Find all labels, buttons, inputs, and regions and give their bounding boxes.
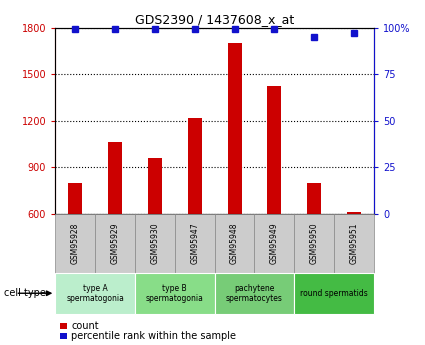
Bar — [135, 273, 215, 314]
Bar — [294, 214, 334, 273]
Bar — [227, 43, 241, 214]
Bar — [175, 214, 215, 273]
Text: GSM95947: GSM95947 — [190, 223, 199, 264]
Bar — [68, 183, 82, 214]
Text: GSM95951: GSM95951 — [350, 223, 359, 264]
Text: pachytene
spermatocytes: pachytene spermatocytes — [226, 284, 283, 303]
Bar — [267, 86, 281, 214]
Bar — [108, 142, 122, 214]
Bar — [294, 273, 374, 314]
Bar — [347, 211, 361, 214]
Text: GSM95948: GSM95948 — [230, 223, 239, 264]
Text: count: count — [71, 321, 99, 331]
Text: GSM95949: GSM95949 — [270, 223, 279, 264]
Bar — [55, 273, 135, 314]
Text: round spermatids: round spermatids — [300, 289, 368, 298]
Bar — [307, 183, 321, 214]
Bar — [215, 273, 294, 314]
Title: GDS2390 / 1437608_x_at: GDS2390 / 1437608_x_at — [135, 13, 294, 27]
Text: percentile rank within the sample: percentile rank within the sample — [71, 332, 236, 341]
Text: GSM95929: GSM95929 — [110, 223, 119, 264]
Text: GSM95928: GSM95928 — [71, 223, 79, 264]
Bar — [55, 214, 95, 273]
Text: type B
spermatogonia: type B spermatogonia — [146, 284, 204, 303]
Bar — [215, 214, 255, 273]
Text: type A
spermatogonia: type A spermatogonia — [66, 284, 124, 303]
Text: GSM95950: GSM95950 — [310, 223, 319, 264]
Text: GSM95930: GSM95930 — [150, 223, 159, 264]
Bar — [334, 214, 374, 273]
Bar — [188, 118, 202, 214]
Bar — [95, 214, 135, 273]
Bar — [255, 214, 294, 273]
Text: cell type: cell type — [4, 288, 46, 298]
Bar — [148, 158, 162, 214]
Bar — [135, 214, 175, 273]
